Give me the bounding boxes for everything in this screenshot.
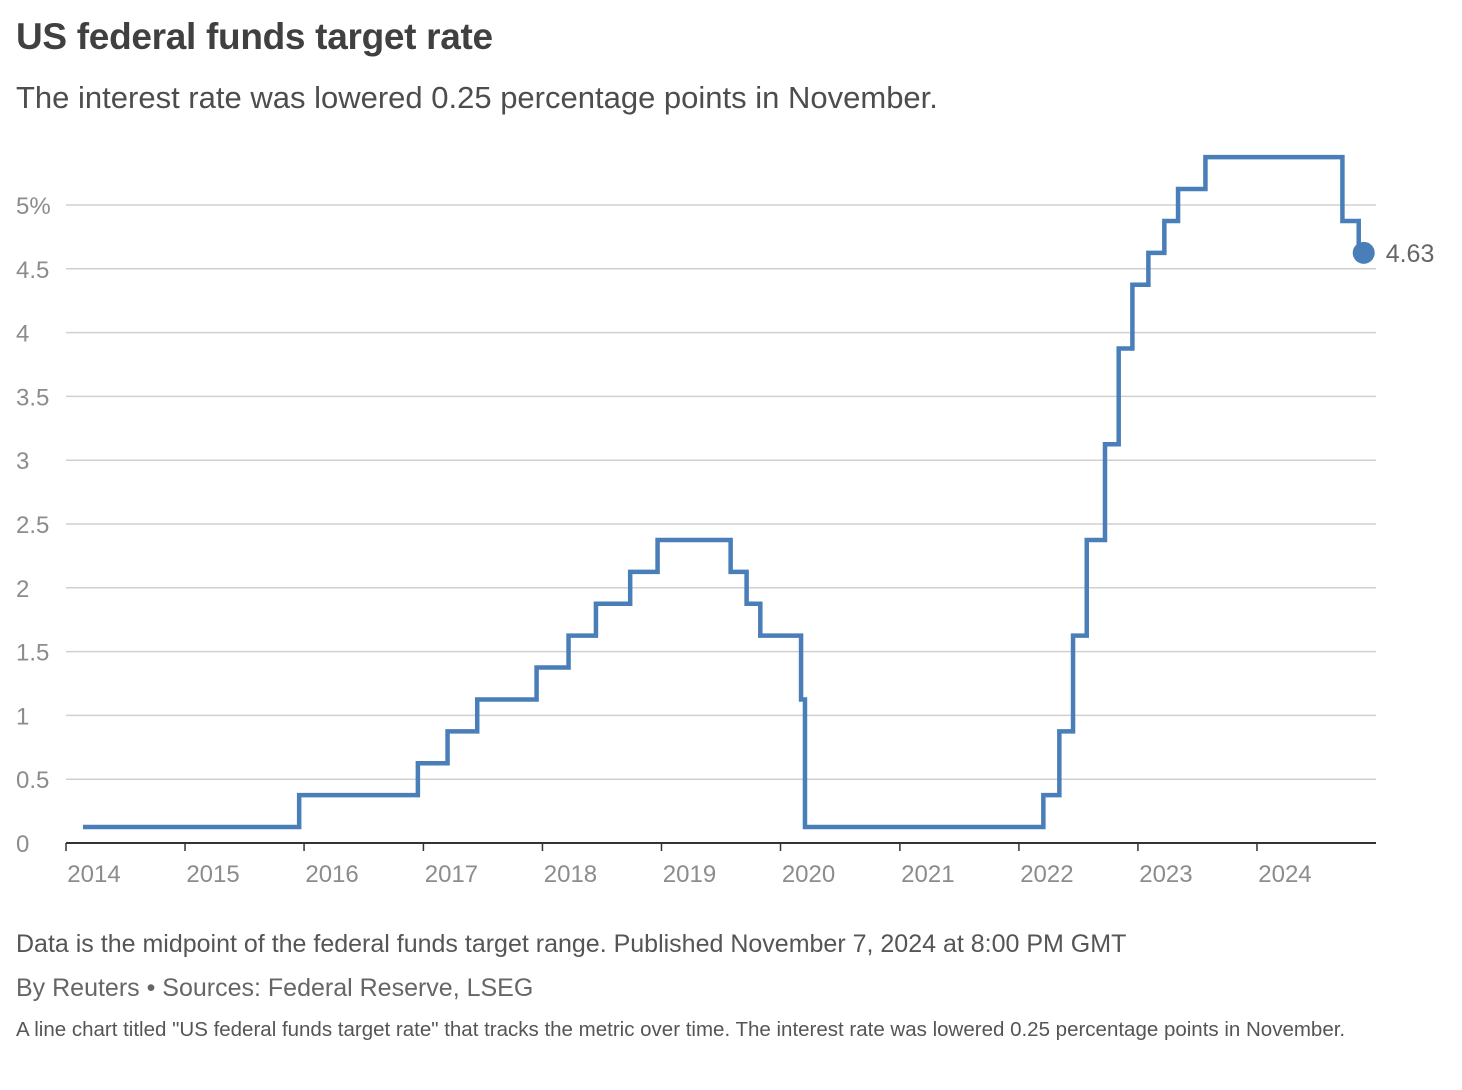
x-tick-label: 2021 bbox=[901, 861, 954, 888]
chart-subtitle: The interest rate was lowered 0.25 perce… bbox=[16, 80, 938, 115]
x-tick-label: 2016 bbox=[305, 861, 358, 888]
x-tick-label: 2023 bbox=[1139, 861, 1192, 888]
x-axis-ticks: 2014 2015 2016 2017 2018 2019 2020 2021 2022 2023… bbox=[65, 843, 1312, 888]
end-value-label: 4.63 bbox=[1386, 240, 1435, 268]
x-tick-label: 2024 bbox=[1258, 861, 1311, 888]
x-tick-label: 2022 bbox=[1020, 861, 1073, 888]
y-tick-label: 4.5 bbox=[16, 257, 49, 284]
x-tick-label: 2020 bbox=[782, 861, 835, 888]
y-tick-label: 0.5 bbox=[16, 767, 49, 794]
y-tick-label: 3.5 bbox=[16, 384, 49, 411]
end-point-marker bbox=[1352, 241, 1375, 264]
chart-title: US federal funds target rate bbox=[16, 16, 493, 57]
y-tick-label: 2.5 bbox=[16, 512, 49, 539]
series-layer: 4.63 bbox=[83, 154, 1435, 830]
y-tick-label: 4 bbox=[16, 321, 29, 348]
y-tick-label: 2 bbox=[16, 576, 29, 603]
data-note: Data is the midpoint of the federal fund… bbox=[16, 930, 1127, 958]
x-tick-label: 2015 bbox=[186, 861, 239, 888]
y-tick-label: 1 bbox=[16, 703, 29, 730]
chart-description: A line chart titled "US federal funds ta… bbox=[16, 1018, 1346, 1041]
source-byline: By Reuters • Sources: Federal Reserve, L… bbox=[16, 974, 534, 1002]
y-tick-label: 5% bbox=[16, 193, 51, 220]
y-tick-label: 3 bbox=[16, 448, 29, 475]
x-tick-label: 2017 bbox=[425, 861, 478, 888]
x-tick-label: 2019 bbox=[663, 861, 716, 888]
y-tick-label: 0 bbox=[16, 831, 29, 858]
line-chart: 00.511.522.533.544.55% 2014 2015 2016 2017 2… bbox=[16, 154, 1435, 888]
series-line bbox=[83, 154, 1361, 830]
y-axis-ticks: 0 0.5 1 1.5 2 2.5 3 3.5 4 4.5 5% bbox=[16, 193, 51, 858]
y-tick-label: 1.5 bbox=[16, 640, 49, 667]
x-tick-label: 2014 bbox=[67, 861, 120, 888]
x-tick-label: 2018 bbox=[544, 861, 597, 888]
grid-lines bbox=[66, 204, 1376, 844]
